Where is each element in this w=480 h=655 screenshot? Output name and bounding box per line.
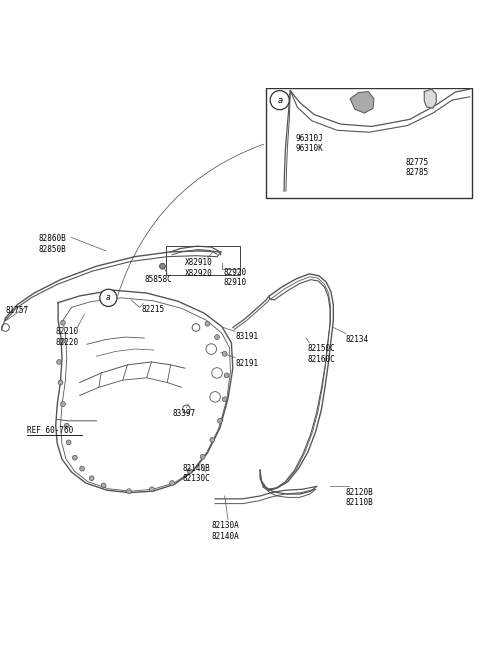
Circle shape [127,489,132,494]
Circle shape [100,290,117,307]
Text: 82215: 82215 [142,305,165,314]
Text: 82860B
82850B: 82860B 82850B [39,234,67,253]
Circle shape [205,322,210,326]
Text: 83191: 83191 [235,332,258,341]
Circle shape [60,320,65,325]
Text: 82150C
82160C: 82150C 82160C [307,345,335,364]
Text: X82910
X82920: X82910 X82920 [185,258,213,278]
Text: 96310J
96310K: 96310J 96310K [295,134,323,153]
Circle shape [101,483,106,488]
Circle shape [66,440,71,445]
Text: 82120B
82110B: 82120B 82110B [345,488,373,507]
Text: 82210
82220: 82210 82220 [56,328,79,347]
Circle shape [224,373,229,378]
Text: 85858C: 85858C [144,275,172,284]
Circle shape [210,438,215,442]
Text: REF 60-760: REF 60-760 [27,426,73,435]
Circle shape [215,335,219,339]
Circle shape [159,263,165,269]
Text: 81757: 81757 [5,306,29,315]
Text: 82130A
82140A: 82130A 82140A [211,521,239,541]
Text: 82140B
82130C: 82140B 82130C [182,464,210,483]
Text: 82191: 82191 [235,358,258,367]
Circle shape [222,397,227,402]
Circle shape [217,419,222,423]
Circle shape [60,339,65,343]
Text: 83397: 83397 [173,409,196,418]
Circle shape [60,402,65,407]
Text: 82920
82910: 82920 82910 [223,268,246,287]
Circle shape [72,455,77,460]
Circle shape [187,469,192,474]
Text: a: a [106,293,111,303]
Text: 82134: 82134 [345,335,369,344]
Polygon shape [350,92,374,113]
Bar [266,88,472,198]
Circle shape [58,380,63,385]
Circle shape [222,352,227,356]
Circle shape [150,487,155,492]
Text: a: a [277,96,282,105]
Circle shape [200,455,205,459]
Circle shape [169,481,174,485]
Bar [166,246,240,275]
Circle shape [270,90,289,110]
Circle shape [89,476,94,481]
Text: 82775
82785: 82775 82785 [405,158,428,177]
Circle shape [64,423,69,428]
Polygon shape [424,89,436,108]
Circle shape [57,360,61,364]
Circle shape [80,466,84,471]
